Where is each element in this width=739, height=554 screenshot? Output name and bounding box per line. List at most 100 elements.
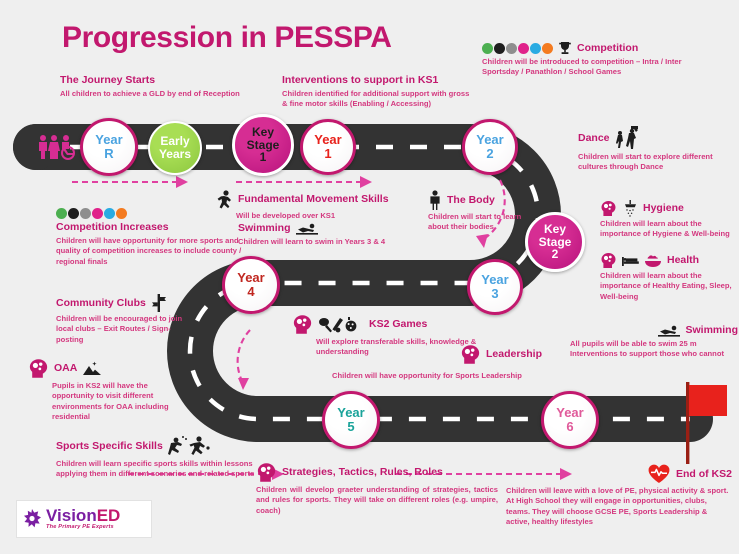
logo-tagline: The Primary PE Experts bbox=[46, 524, 114, 530]
logo-name-part2: ED bbox=[96, 506, 121, 525]
circle-year-6-line2: 6 bbox=[566, 419, 574, 434]
signpost-icon bbox=[151, 294, 166, 312]
health-body: Children will learn about the importance… bbox=[600, 271, 732, 301]
note-fundamental-movement: Fundamental Movement Skills Will be deve… bbox=[216, 190, 416, 221]
circle-year-3-line1: Year bbox=[481, 272, 509, 288]
body-icon bbox=[430, 190, 440, 210]
interventions-heading: Interventions to support in KS1 bbox=[282, 74, 439, 86]
hygiene-body: Children will learn about the importance… bbox=[600, 219, 730, 239]
swimming-ks1-body: Children will learn to swim in Years 3 &… bbox=[238, 237, 386, 246]
fundamental-heading: Fundamental Movement Skills bbox=[238, 193, 389, 205]
interventions-body: Children identified for additional suppo… bbox=[282, 89, 470, 109]
note-competition: Competition Children will be introduced … bbox=[482, 41, 682, 78]
note-end-of-ks2: End of KS2 Children will leave with a lo… bbox=[506, 464, 732, 528]
competition-heading: Competition bbox=[577, 41, 639, 54]
community-clubs-heading: Community Clubs bbox=[56, 296, 146, 309]
circle-early-years[interactable]: Early Years bbox=[148, 121, 202, 175]
circle-key-stage-2[interactable]: Key Stage 2 bbox=[525, 212, 585, 272]
circle-year-6[interactable]: Year 6 bbox=[541, 391, 599, 449]
head-cogs-icon bbox=[601, 253, 616, 268]
mountains-icon bbox=[83, 361, 102, 375]
circle-ks2-line3: 2 bbox=[551, 247, 559, 262]
note-community-clubs: Community Clubs Children will be encoura… bbox=[56, 294, 196, 345]
circle-year-4-line1: Year bbox=[237, 270, 265, 286]
head-cogs-icon bbox=[461, 345, 480, 364]
dance-body: Children will start to explore different… bbox=[578, 152, 713, 172]
leadership-body: Children will have opportunity for Sport… bbox=[332, 371, 522, 380]
dance-heading: Dance bbox=[578, 131, 610, 144]
circle-year-2-line2: 2 bbox=[486, 146, 494, 161]
sports-specific-heading: Sports Specific Skills bbox=[56, 439, 163, 452]
dancers-icon bbox=[615, 126, 638, 149]
the-body-heading: The Body bbox=[447, 193, 495, 206]
circle-ks1-line2: Stage bbox=[246, 137, 280, 152]
competition-body: Children will be introduced to competiti… bbox=[482, 57, 682, 77]
progress-arrowheads bbox=[176, 176, 572, 480]
circle-ks1-line3: 1 bbox=[259, 150, 267, 165]
circle-ks2-line1: Key bbox=[543, 221, 566, 236]
leadership-heading: Leadership bbox=[486, 348, 543, 360]
oaa-heading: OAA bbox=[54, 362, 78, 374]
circle-year-2-line1: Year bbox=[476, 132, 504, 148]
note-hygiene: Hygiene Children will learn about the im… bbox=[600, 200, 734, 240]
journey-starts-body: All children to achieve a GLD by end of … bbox=[60, 89, 240, 98]
head-cogs-icon bbox=[29, 359, 48, 378]
head-cogs-icon bbox=[293, 315, 312, 334]
note-swimming-ks2: Swimming All pupils will be able to swim… bbox=[570, 324, 738, 360]
circle-early-years-line1: Early bbox=[160, 134, 190, 149]
circle-year-3[interactable]: Year 3 bbox=[467, 259, 523, 315]
circle-year-2[interactable]: Year 2 bbox=[462, 119, 518, 175]
circle-year-4-line2: 4 bbox=[247, 284, 255, 299]
oaa-body: Pupils in KS2 will have the opportunity … bbox=[52, 381, 169, 422]
bed-icon bbox=[622, 256, 639, 266]
competition-dots-icon bbox=[482, 42, 553, 54]
swimming-ks2-body: All pupils will be able to swim 25 m Int… bbox=[570, 339, 724, 359]
note-the-body: The Body Children will start to learn ab… bbox=[428, 190, 528, 233]
competition-increases-body: Children will have opportunity for more … bbox=[56, 236, 242, 266]
swimmer-icon bbox=[295, 223, 318, 235]
fundamental-body: Will be developed over KS1 bbox=[236, 211, 336, 220]
the-body-body: Children will start to learn about their… bbox=[428, 212, 522, 232]
swimming-ks2-heading: Swimming bbox=[685, 324, 738, 336]
gear-star-icon bbox=[24, 509, 41, 528]
community-clubs-body: Children will be encouraged to join loca… bbox=[56, 314, 183, 344]
ks2-games-heading: KS2 Games bbox=[369, 318, 428, 330]
circle-key-stage-1[interactable]: Key Stage 1 bbox=[232, 114, 294, 176]
note-sports-specific: Sports Specific Skills Children will lea… bbox=[56, 435, 266, 480]
circle-ks2-line2: Stage bbox=[538, 234, 572, 249]
circle-year-r-line2: R bbox=[104, 146, 114, 161]
end-of-ks2-body: Children will leave with a love of PE, p… bbox=[506, 486, 729, 527]
circle-year-1-line1: Year bbox=[314, 132, 342, 148]
family-inclusive-icon bbox=[39, 135, 75, 160]
circle-year-5[interactable]: Year 5 bbox=[322, 391, 380, 449]
journey-starts-heading: The Journey Starts bbox=[60, 74, 156, 86]
circle-year-3-line2: 3 bbox=[491, 286, 499, 301]
note-ks2-games: KS2 Games Will explore transferable skil… bbox=[292, 314, 488, 358]
circle-year-5-line2: 5 bbox=[347, 419, 355, 434]
sports-specific-body: Children will learn specific sports skil… bbox=[56, 459, 255, 479]
strategies-body: Children will develop graeter understand… bbox=[256, 485, 498, 515]
note-leadership: Leadership Children will have opportunit… bbox=[332, 344, 678, 381]
circle-year-4[interactable]: Year 4 bbox=[222, 256, 280, 314]
competition-increases-heading: Competition Increases bbox=[56, 221, 169, 233]
road-start-cap bbox=[13, 124, 59, 170]
finish-flag-icon bbox=[686, 382, 727, 464]
food-bowl-icon bbox=[645, 254, 661, 267]
shower-icon bbox=[625, 200, 636, 217]
sports-figures-icon bbox=[167, 436, 210, 455]
racquet-bat-ball-icon bbox=[319, 316, 357, 332]
head-cogs-icon bbox=[257, 463, 276, 482]
end-of-ks2-heading: End of KS2 bbox=[675, 467, 732, 480]
competition-increases-dots-icon bbox=[56, 208, 252, 219]
road-centre-dashes bbox=[36, 144, 690, 422]
circle-year-r-line1: Year bbox=[95, 132, 123, 148]
progress-arrows bbox=[72, 179, 560, 476]
note-strategies: Strategies, Tactics, Rules, Roles Childr… bbox=[256, 462, 498, 516]
health-heading: Health bbox=[667, 254, 700, 266]
note-journey-starts: The Journey Starts All children to achie… bbox=[60, 74, 290, 99]
circle-year-r[interactable]: Year R bbox=[80, 118, 138, 176]
circle-year-1[interactable]: Year 1 bbox=[300, 119, 356, 175]
logo-name-part1: Vision bbox=[46, 506, 97, 525]
visioned-logo[interactable]: VisionED The Primary PE Experts bbox=[16, 500, 152, 538]
